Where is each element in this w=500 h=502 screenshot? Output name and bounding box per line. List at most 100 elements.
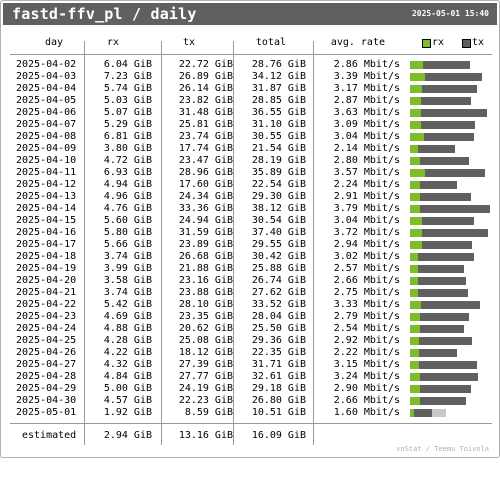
row-tx: 23.88 GiB [178, 287, 233, 298]
row-day: 2025-04-21 [16, 287, 77, 298]
table-row: 2025-04-24 4.88 GiB 20.62 GiB 25.50 GiB 2.54… [10, 323, 492, 335]
row-tx: 17.74 GiB [178, 143, 233, 154]
row-tx: 24.19 GiB [178, 383, 233, 394]
page-title: fastd-ffv_pl / daily [12, 5, 197, 23]
row-rate: 2.24 Mbit/s [333, 179, 400, 190]
tx-bar [418, 277, 466, 285]
row-tx: 23.74 GiB [178, 131, 233, 142]
table-row: 2025-04-03 7.23 GiB 26.89 GiB 34.12 GiB 3.39… [10, 71, 492, 83]
row-day: 2025-04-05 [16, 95, 77, 106]
rx-bar [410, 73, 425, 81]
tx-bar [419, 361, 477, 369]
estimated-bar [432, 409, 446, 417]
row-rate: 3.33 Mbit/s [333, 299, 400, 310]
row-total: 25.50 GiB [251, 323, 306, 334]
tx-bar [420, 397, 466, 405]
row-total: 36.55 GiB [251, 107, 306, 118]
column-header-tx: tx [182, 37, 195, 48]
row-tx: 17.60 GiB [178, 179, 233, 190]
row-total: 31.87 GiB [251, 83, 306, 94]
tx-bar [420, 181, 457, 189]
tx-bar [414, 409, 432, 417]
row-rx: 5.29 GiB [103, 119, 152, 130]
row-rate: 2.54 Mbit/s [333, 323, 400, 334]
estimated-tx: 13.16 GiB [178, 430, 233, 441]
tx-bar [421, 121, 475, 129]
row-rx: 6.81 GiB [103, 131, 152, 142]
row-day: 2025-04-18 [16, 251, 77, 262]
row-rx: 4.28 GiB [103, 335, 152, 346]
row-rx: 3.74 GiB [103, 251, 152, 262]
row-day: 2025-04-19 [16, 263, 77, 274]
rx-bar [410, 385, 420, 393]
table-row: 2025-04-16 5.80 GiB 31.59 GiB 37.40 GiB 3.72… [10, 227, 492, 239]
row-total: 31.71 GiB [251, 359, 306, 370]
rx-bar [410, 229, 422, 237]
row-day: 2025-04-13 [16, 191, 77, 202]
column-divider-4 [313, 41, 314, 445]
row-rate: 2.22 Mbit/s [333, 347, 400, 358]
row-rate: 3.09 Mbit/s [333, 119, 400, 130]
estimated-rx: 2.94 GiB [103, 430, 152, 441]
row-tx: 23.82 GiB [178, 95, 233, 106]
rx-bar [410, 109, 421, 117]
row-tx: 23.35 GiB [178, 311, 233, 322]
row-rx: 5.07 GiB [103, 107, 152, 118]
tx-bar [422, 217, 474, 225]
vnstat-window: fastd-ffv_pl / daily 2025-05-01 15:40 da… [0, 0, 500, 458]
row-day: 2025-04-23 [16, 311, 77, 322]
tx-bar [422, 241, 472, 249]
row-day: 2025-04-06 [16, 107, 77, 118]
table-row: 2025-04-27 4.32 GiB 27.39 GiB 31.71 GiB 3.15… [10, 359, 492, 371]
row-tx: 8.59 GiB [184, 407, 233, 418]
table-row: 2025-04-28 4.84 GiB 27.77 GiB 32.61 GiB 3.24… [10, 371, 492, 383]
row-tx: 26.68 GiB [178, 251, 233, 262]
row-day: 2025-04-09 [16, 143, 77, 154]
row-tx: 26.89 GiB [178, 71, 233, 82]
row-tx: 28.10 GiB [178, 299, 233, 310]
row-total: 29.36 GiB [251, 335, 306, 346]
tx-bar [425, 73, 482, 81]
tx-bar [422, 229, 488, 237]
column-divider-3 [233, 41, 234, 445]
row-day: 2025-04-17 [16, 239, 77, 250]
table-row: 2025-04-02 6.04 GiB 22.72 GiB 28.76 GiB 2.86… [10, 59, 492, 71]
row-day: 2025-04-15 [16, 215, 77, 226]
rx-bar [410, 205, 420, 213]
row-total: 30.42 GiB [251, 251, 306, 262]
estimated-total: 16.09 GiB [251, 430, 306, 441]
row-rx: 5.80 GiB [103, 227, 152, 238]
row-total: 25.88 GiB [251, 263, 306, 274]
row-day: 2025-04-29 [16, 383, 77, 394]
row-day: 2025-04-27 [16, 359, 77, 370]
row-rate: 3.04 Mbit/s [333, 215, 400, 226]
tx-bar [421, 109, 487, 117]
rx-bar [410, 157, 420, 165]
table-row: 2025-04-29 5.00 GiB 24.19 GiB 29.18 GiB 2.90… [10, 383, 492, 395]
table-row: 2025-05-01 1.92 GiB 8.59 GiB 10.51 GiB 1.60 … [10, 407, 492, 419]
row-day: 2025-04-25 [16, 335, 77, 346]
table-row: 2025-04-26 4.22 GiB 18.12 GiB 22.35 GiB 2.22… [10, 347, 492, 359]
tx-bar [418, 265, 464, 273]
row-rate: 3.79 Mbit/s [333, 203, 400, 214]
tx-bar [420, 193, 471, 201]
tx-bar [420, 157, 469, 165]
row-rx: 4.72 GiB [103, 155, 152, 166]
rx-bar [410, 241, 422, 249]
table-row: 2025-04-25 4.28 GiB 25.08 GiB 29.36 GiB 2.92… [10, 335, 492, 347]
table-row: 2025-04-19 3.99 GiB 21.88 GiB 25.88 GiB 2.57… [10, 263, 492, 275]
row-rx: 6.93 GiB [103, 167, 152, 178]
tx-bar [418, 253, 474, 261]
rx-bar [410, 145, 418, 153]
row-rx: 3.99 GiB [103, 263, 152, 274]
row-tx: 22.23 GiB [178, 395, 233, 406]
column-header-rate: avg. rate [330, 37, 385, 48]
row-total: 26.74 GiB [251, 275, 306, 286]
table-row: 2025-04-07 5.29 GiB 25.81 GiB 31.10 GiB 3.09… [10, 119, 492, 131]
table-row: 2025-04-17 5.66 GiB 23.89 GiB 29.55 GiB 2.94… [10, 239, 492, 251]
estimated-row: estimated 2.94 GiB 13.16 GiB 16.09 GiB [10, 430, 492, 442]
table-row: 2025-04-13 4.96 GiB 24.34 GiB 29.30 GiB 2.91… [10, 191, 492, 203]
row-rx: 7.23 GiB [103, 71, 152, 82]
row-total: 33.52 GiB [251, 299, 306, 310]
row-rx: 5.60 GiB [103, 215, 152, 226]
